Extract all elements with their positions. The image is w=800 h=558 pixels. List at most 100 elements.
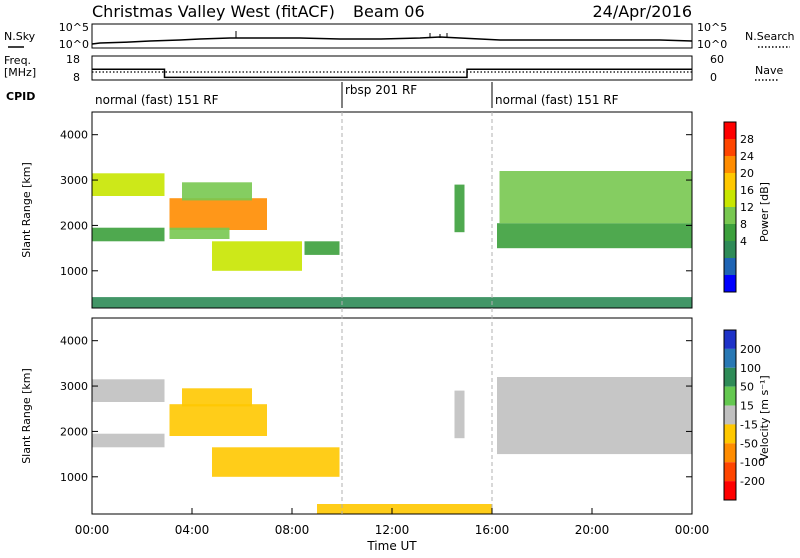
- velocity-ytick-label-0: 1000: [60, 471, 88, 484]
- power-colorbar-swatch-3: [724, 173, 736, 190]
- velocity-colorbar-swatch-2: [724, 367, 736, 387]
- velocity-cell-0: [92, 379, 165, 402]
- velocity-colorbar-tick-3: 15: [740, 400, 754, 413]
- velocity-colorbar-swatch-5: [724, 424, 736, 444]
- velocity-cell-3: [182, 388, 252, 407]
- nsky-tick-top: 10^5: [59, 21, 89, 34]
- power-cell-9: [499, 171, 692, 224]
- cpid-segment-1: normal (fast) 151 RF: [95, 93, 219, 107]
- velocity-colorbar-swatch-6: [724, 443, 736, 463]
- power-colorbar-tick-3: 16: [740, 184, 754, 197]
- velocity-colorbar-swatch-8: [724, 481, 736, 500]
- nave-label: Nave: [755, 64, 783, 77]
- x-tick-label-6: 00:00: [675, 523, 710, 537]
- power-ytick-label-0: 1000: [60, 265, 88, 278]
- power-colorbar-label: Power [dB]: [758, 182, 771, 242]
- velocity-cell-5: [454, 390, 465, 439]
- velocity-colorbar-swatch-3: [724, 386, 736, 406]
- velocity-ylabel: Slant Range [km]: [20, 368, 33, 464]
- velocity-colorbar-tick-5: -50: [740, 437, 758, 450]
- power-colorbar-swatch-6: [724, 224, 736, 241]
- power-cell-1: [92, 227, 165, 242]
- velocity-colorbar-tick-7: -200: [740, 475, 765, 488]
- freq-tick-top: 18: [66, 53, 80, 66]
- velocity-colorbar-tick-1: 100: [740, 362, 761, 375]
- power-colorbar-swatch-4: [724, 190, 736, 207]
- station-title: Christmas Valley West (fitACF): [92, 2, 335, 21]
- power-colorbar-swatch-8: [724, 258, 736, 275]
- velocity-cells: [92, 377, 692, 514]
- time-x-axis: 00:00 04:00 08:00 12:00 16:00 20:00 00:00: [75, 508, 710, 537]
- power-cell-4: [182, 182, 252, 201]
- velocity-cell-2: [169, 404, 267, 436]
- velocity-ytick-label-3: 4000: [60, 335, 88, 348]
- x-tick-label-0: 00:00: [75, 523, 110, 537]
- freq-label: Freq.: [4, 54, 31, 67]
- power-panel-frame: [91, 111, 693, 309]
- x-tick-label-4: 16:00: [475, 523, 510, 537]
- nsky-label: N.Sky: [4, 30, 36, 43]
- nave-tick-top: 60: [710, 53, 724, 66]
- power-colorbar-swatch-2: [724, 156, 736, 173]
- power-ylabel: Slant Range [km]: [20, 162, 33, 258]
- power-cell-3: [169, 227, 230, 239]
- nsky-trace: [91, 36, 693, 45]
- power-colorbar-swatch-7: [724, 241, 736, 258]
- velocity-cell-1: [92, 433, 165, 448]
- freq-unit: [MHz]: [4, 66, 36, 79]
- x-tick-label-5: 20:00: [575, 523, 610, 537]
- power-colorbar-tick-1: 24: [740, 150, 754, 163]
- power-colorbar-swatch-1: [724, 139, 736, 156]
- power-colorbar-swatch-5: [724, 207, 736, 224]
- velocity-y-axis: 1000 2000 3000 4000: [60, 335, 692, 484]
- velocity-colorbar-tick-2: 50: [740, 381, 754, 394]
- date-label: 24/Apr/2016: [592, 2, 692, 21]
- power-colorbar-tick-4: 12: [740, 201, 754, 214]
- power-cell-8: [497, 223, 692, 249]
- power-colorbar-swatch-0: [724, 122, 736, 139]
- velocity-ytick-label-2: 3000: [60, 380, 88, 393]
- cpid-segment-3: normal (fast) 151 RF: [495, 93, 619, 107]
- velocity-cell-6: [497, 377, 692, 455]
- power-colorbar-swatch-9: [724, 275, 736, 292]
- x-tick-label-1: 04:00: [175, 523, 210, 537]
- velocity-colorbar-swatch-7: [724, 462, 736, 482]
- freq-panel: [91, 55, 693, 81]
- power-cell-6: [304, 241, 340, 255]
- velocity-colorbar: 200 100 50 15 -15 -50 -100 -200: [723, 329, 765, 501]
- power-colorbar-tick-6: 4: [740, 235, 747, 248]
- power-cells: [92, 171, 692, 308]
- velocity-colorbar-tick-6: -100: [740, 456, 765, 469]
- x-tick-label-2: 08:00: [275, 523, 310, 537]
- x-axis-label: Time UT: [366, 539, 417, 553]
- power-colorbar-frame: [723, 121, 737, 293]
- nsearch-tick-bottom: 10^0: [697, 38, 727, 51]
- freq-tick-bottom: 8: [73, 71, 80, 84]
- power-cell-10: [92, 297, 692, 308]
- freq-trace: [92, 68, 692, 79]
- x-tick-label-3: 12:00: [375, 523, 410, 537]
- velocity-ytick-label-1: 2000: [60, 425, 88, 438]
- power-cell-2: [169, 198, 267, 230]
- velocity-colorbar-tick-4: -15: [740, 418, 758, 431]
- power-cell-0: [92, 173, 165, 196]
- nsky-panel: [91, 23, 693, 49]
- power-cell-7: [454, 184, 465, 233]
- nsearch-tick-top: 10^5: [697, 21, 727, 34]
- power-ytick-label-1: 2000: [60, 219, 88, 232]
- velocity-colorbar-label: Velocity [m s⁻¹]: [758, 375, 771, 460]
- velocity-colorbar-swatch-4: [724, 405, 736, 425]
- power-colorbar: 28 24 20 16 12 8 4: [723, 121, 754, 293]
- velocity-colorbar-swatch-1: [724, 348, 736, 368]
- power-y-axis: 1000 2000 3000 4000: [60, 129, 692, 278]
- power-colorbar-tick-0: 28: [740, 133, 754, 146]
- velocity-colorbar-frame: [723, 329, 737, 501]
- velocity-colorbar-swatch-0: [724, 330, 736, 349]
- power-colorbar-tick-2: 20: [740, 167, 754, 180]
- power-ytick-label-2: 3000: [60, 174, 88, 187]
- cpid-label: CPID: [6, 90, 35, 103]
- velocity-colorbar-tick-0: 200: [740, 343, 761, 356]
- nave-tick-bottom: 0: [710, 71, 717, 84]
